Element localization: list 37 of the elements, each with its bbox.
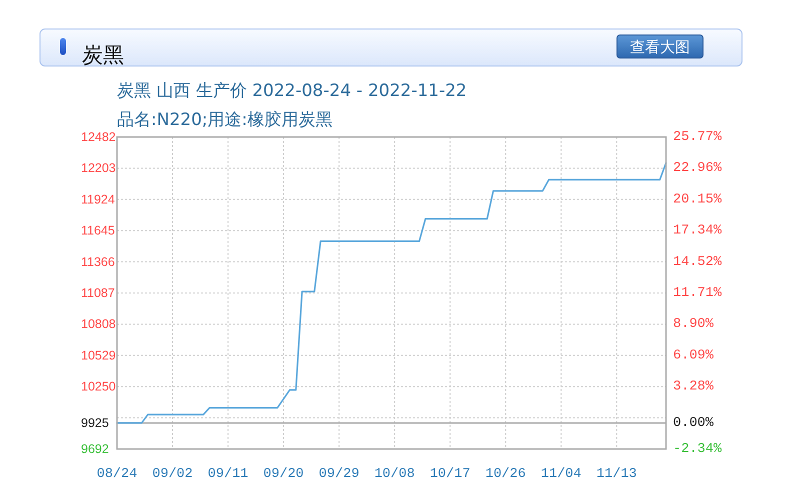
y-tick-label: 9925 [81,416,109,430]
x-tick-label: 09/02 [152,466,193,482]
x-tick-label: 10/08 [374,466,415,482]
y2-tick-label: 17.34% [673,223,723,238]
y-tick-label: 12482 [81,130,116,144]
y2-tick-label: 8.90% [673,316,714,332]
y2-tick-label: -2.34% [673,442,723,456]
y2-tick-label: 20.15% [673,192,723,207]
line-series [116,162,667,424]
y2-tick-label: 6.09% [673,348,714,363]
x-tick-label: 10/17 [430,466,470,482]
y2-tick-label: 22.96% [673,160,723,176]
y-tick-label: 12203 [81,161,116,176]
x-tick-label: 11/04 [540,466,582,482]
y-tick-label: 11645 [81,224,115,238]
y2-tick-label: 14.52% [673,254,723,270]
y-tick-label: 10250 [81,380,116,394]
y2-tick-label: 3.28% [673,379,714,394]
y-tick-label: 9692 [81,442,109,456]
y2-tick-label: 25.77% [673,130,723,144]
y-tick-label: 10529 [81,348,116,362]
y2-tick-label: 11.71% [673,286,723,301]
chart-title: 炭黑 [82,43,124,67]
y2-tick-label: 0.00% [673,416,714,431]
y-tick-label: 11924 [81,192,115,206]
x-tick-label: 11/13 [596,466,637,482]
y-tick-label: 10808 [81,317,116,332]
x-tick-label: 08/24 [96,466,138,482]
x-tick-label: 10/26 [485,466,526,482]
x-tick-label: 09/20 [263,466,304,482]
x-tick-label: 09/11 [208,466,248,482]
text: 品名:N220;用途:橡胶用炭黑 [117,110,332,130]
view-button: 查看大图 [616,34,704,58]
y-tick-label: 11366 [81,254,115,269]
y-tick-label: 11087 [81,286,115,300]
chart-subtitle: 炭黑 山西 生产价 2022-08-24 - 2022-11-22 [117,81,467,101]
x-tick-label: 09/29 [318,466,360,482]
